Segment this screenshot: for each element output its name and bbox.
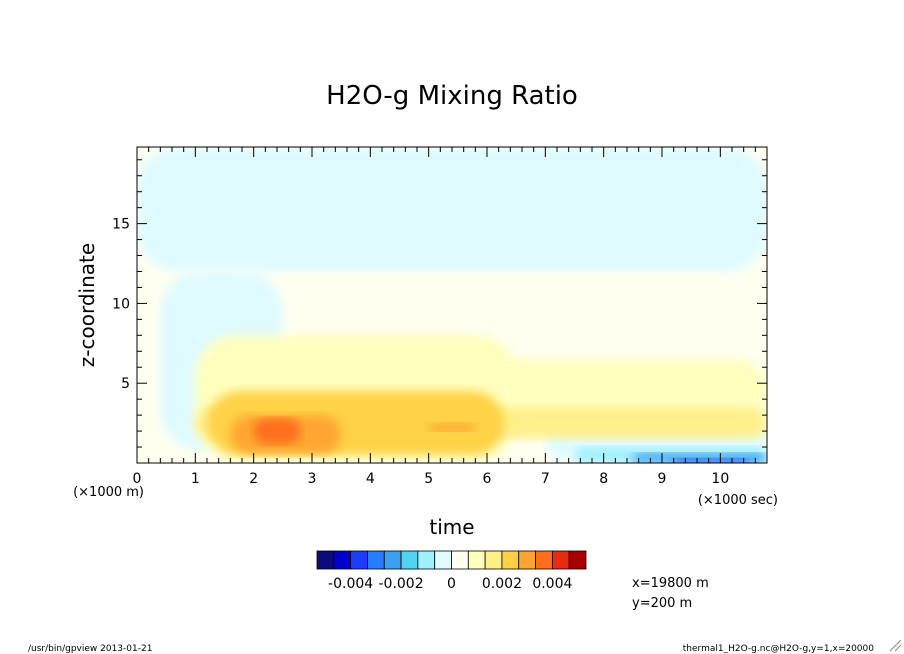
x-axis-label: time xyxy=(429,515,474,539)
colorbar-swatch xyxy=(417,550,436,570)
colorbar-swatch xyxy=(400,550,419,570)
footer-command: /usr/bin/gpview 2013-01-21 xyxy=(28,644,152,654)
x-tick-label: 4 xyxy=(366,471,375,487)
colorbar-swatch xyxy=(501,550,520,570)
y-position-readout: y=200 m xyxy=(632,596,692,611)
x-tick-label: 7 xyxy=(541,471,550,487)
y-axis-label: z-coordinate xyxy=(75,243,99,367)
colorbar-swatch xyxy=(535,550,553,570)
x-tick-label: 5 xyxy=(424,471,433,487)
colorbar-tick-label: -0.002 xyxy=(378,576,423,592)
colorbar: -0.004 -0.002 0 0.002 0.004 xyxy=(316,550,587,592)
colorbar-swatch xyxy=(383,550,402,570)
colorbar-swatch xyxy=(316,550,335,570)
y-unit-label: (×1000 m) xyxy=(73,485,144,500)
y-tick-label: 10 xyxy=(112,296,130,312)
heatmap-region-high-positive xyxy=(428,423,476,432)
footer-source: thermal1_H2O-g.nc@H2O-g,y=1,x=20000 xyxy=(683,644,874,654)
colorbar-swatch xyxy=(451,550,469,570)
x-tick-label: 0 xyxy=(133,471,142,487)
heatmap-region-very-strong-negative xyxy=(673,458,750,463)
colorbar-swatch xyxy=(350,550,368,570)
heatmap-region-slightly-negative xyxy=(137,147,767,272)
window-resize-grip[interactable] xyxy=(889,639,902,652)
chart-title: H2O-g Mixing Ratio xyxy=(326,81,578,111)
colorbar-swatch xyxy=(551,550,570,570)
x-tick-label: 10 xyxy=(711,471,729,487)
colorbar-tick-label: 0.004 xyxy=(532,576,572,592)
x-tick-label: 1 xyxy=(191,471,200,487)
colorbar-swatch xyxy=(518,550,536,570)
heatmap-region-very-high-positive xyxy=(253,418,301,444)
colorbar-tick-label: 0.002 xyxy=(482,576,522,592)
colorbar-swatch xyxy=(467,550,486,570)
colorbar-swatch xyxy=(434,550,452,570)
colorbar-tick-label: -0.004 xyxy=(328,576,373,592)
y-tick-label: 5 xyxy=(121,376,130,392)
x-tick-label: 2 xyxy=(249,471,258,487)
colorbar-swatch xyxy=(367,550,385,570)
colorbar-swatch xyxy=(568,550,587,570)
colorbar-swatch xyxy=(333,550,352,570)
colorbar-tick-label: 0 xyxy=(447,576,456,592)
x-tick-label: 8 xyxy=(599,471,608,487)
colorbar-swatch xyxy=(484,550,503,570)
x-position-readout: x=19800 m xyxy=(632,576,709,591)
y-tick-label: 15 xyxy=(112,217,130,233)
axes: 0 1 2 3 4 5 6 7 8 9 10 5 10 15 xyxy=(112,147,768,487)
x-tick-label: 3 xyxy=(308,471,317,487)
heatmap-field xyxy=(137,147,767,463)
x-tick-label: 9 xyxy=(658,471,667,487)
x-unit-label: (×1000 sec) xyxy=(698,493,778,508)
x-tick-label: 6 xyxy=(483,471,492,487)
